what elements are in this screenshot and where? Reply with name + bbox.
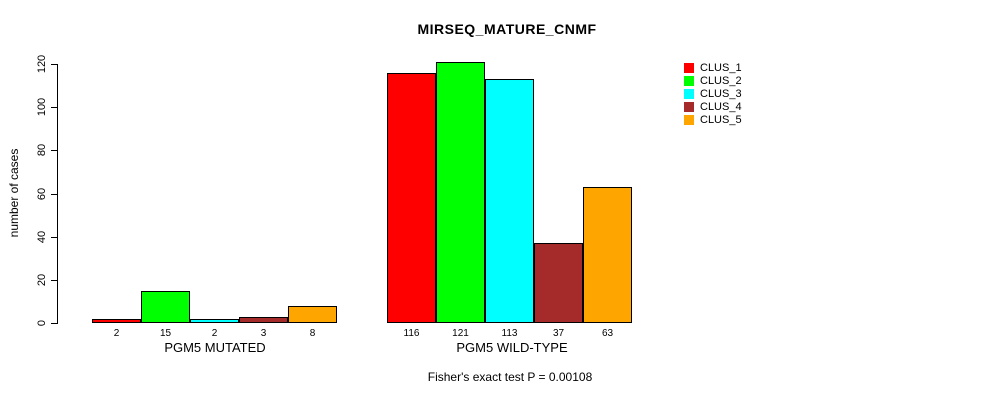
bar-clus_3-group0 [190,319,239,323]
bar-clus_5-group1 [583,187,632,323]
legend-swatch-clus_3 [684,88,694,99]
y-axis-tick [51,64,57,65]
legend-swatch-clus_5 [684,114,694,125]
bar-clus_1-group0 [92,319,141,323]
x-group-label-wildtype: PGM5 WILD-TYPE [456,340,568,355]
bar-value-label: 8 [309,328,316,339]
legend-item: CLUS_3 [684,87,742,100]
y-axis-tick [51,194,57,195]
legend-label: CLUS_1 [700,61,742,74]
bar-clus_3-group1 [485,79,534,323]
bar-clus_5-group0 [288,306,337,323]
bar-clus_1-group1 [387,73,436,323]
bar-value-label: 63 [601,328,614,339]
y-axis-tick-label: 100 [36,97,48,117]
bar-clus_4-group1 [534,243,583,323]
bar-clus_4-group0 [239,317,288,323]
legend: CLUS_1 CLUS_2 CLUS_3 CLUS_4 CLUS_5 [684,61,742,126]
chart-title: MIRSEQ_MATURE_CNMF [417,21,597,37]
legend-label: CLUS_5 [700,113,742,126]
legend-swatch-clus_2 [684,75,694,86]
y-axis-tick-label: 80 [36,143,48,157]
bar-value-label: 116 [403,328,420,339]
bar-clus_2-group1 [436,62,485,323]
bar-value-label: 3 [260,328,267,339]
legend-label: CLUS_3 [700,87,742,100]
y-axis-tick [51,107,57,108]
bar-value-label: 37 [552,328,565,339]
bar-clus_2-group0 [141,291,190,323]
legend-label: CLUS_2 [700,74,742,87]
y-axis-tick [51,280,57,281]
legend-label: CLUS_4 [700,100,742,113]
bar-value-label: 15 [159,328,172,339]
bar-value-label: 121 [452,328,469,339]
legend-item: CLUS_5 [684,113,742,126]
legend-item: CLUS_4 [684,100,742,113]
y-axis-tick-label: 0 [36,319,48,327]
y-axis-label: number of cases [7,148,21,238]
y-axis-line [57,64,58,324]
bar-value-label: 2 [211,328,218,339]
y-axis-tick [51,237,57,238]
bar-value-label: 2 [113,328,120,339]
legend-item: CLUS_2 [684,74,742,87]
y-axis-tick-label: 40 [36,230,48,244]
y-axis-tick [51,323,57,324]
legend-item: CLUS_1 [684,61,742,74]
legend-swatch-clus_4 [684,101,694,112]
y-axis-tick-label: 60 [36,187,48,201]
y-axis-tick-label: 120 [36,54,48,74]
y-axis-tick [51,150,57,151]
legend-swatch-clus_1 [684,62,694,73]
x-group-label-mutated: PGM5 MUTATED [164,340,266,355]
bar-value-label: 113 [501,328,518,339]
footnote: Fisher's exact test P = 0.00108 [427,370,593,384]
y-axis-tick-label: 20 [36,273,48,287]
